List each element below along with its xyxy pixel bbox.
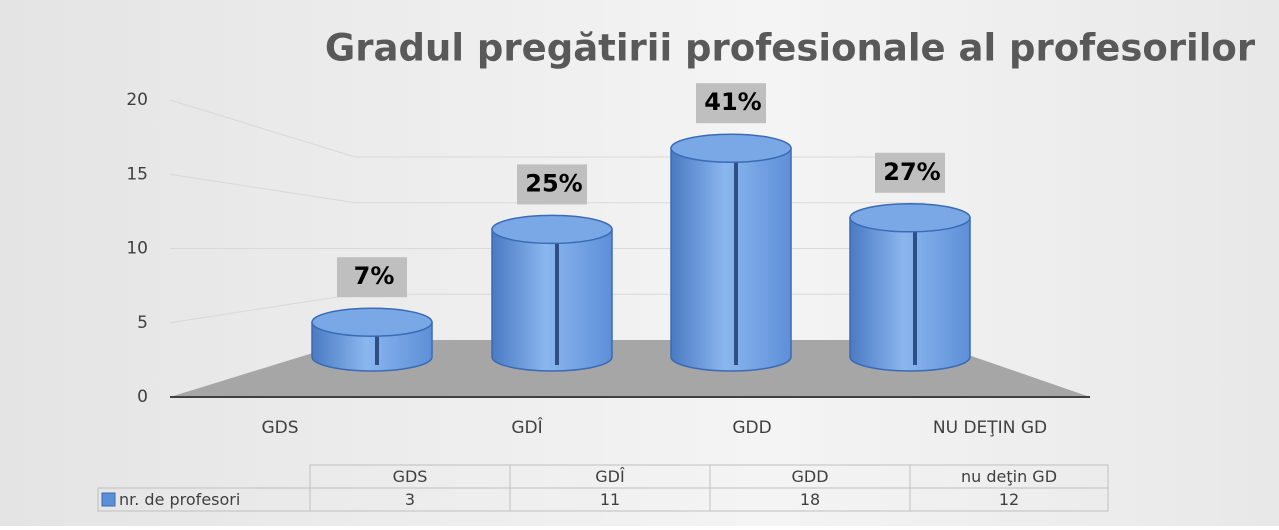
y-tick-label: 10 <box>126 239 148 259</box>
table-header: GDD <box>791 467 828 486</box>
bar <box>670 147 792 372</box>
table-value: 3 <box>405 490 415 509</box>
bar-inner-edge <box>555 229 559 365</box>
data-label-box <box>337 257 407 298</box>
data-label: 25% <box>525 169 582 197</box>
bar-inner-edge <box>913 217 917 365</box>
x-tick-label: GDÎ <box>511 416 543 438</box>
table-header: GDÎ <box>595 467 625 486</box>
table-label-border <box>97 487 311 512</box>
legend-key <box>101 492 116 507</box>
x-tick-label: NU DEŢIN GD <box>933 418 1047 438</box>
data-label: 7% <box>354 262 395 290</box>
bar-top <box>670 133 792 163</box>
bar <box>491 228 613 372</box>
x-tick-label: GDS <box>261 418 298 438</box>
table-value: 12 <box>999 490 1019 509</box>
bar-inner-edge <box>375 322 379 365</box>
bar-top <box>849 203 971 233</box>
data-label: 27% <box>883 158 940 186</box>
data-label-box <box>875 152 945 193</box>
table-header: GDS <box>393 467 428 486</box>
bar-inner-edge <box>734 148 738 365</box>
bar-top <box>311 307 433 337</box>
bar <box>849 217 971 372</box>
x-tick-label: GDD <box>732 418 771 438</box>
y-tick-label: 20 <box>126 90 148 110</box>
y-tick-label: 5 <box>137 313 148 333</box>
chart-title: Gradul pregătirii profesionale al profes… <box>325 27 1256 70</box>
data-label-box <box>517 164 587 205</box>
table-value: 18 <box>800 490 820 509</box>
bar-top <box>491 214 613 245</box>
table-header: nu deţin GD <box>961 467 1057 486</box>
data-label-box <box>696 83 766 124</box>
data-label: 41% <box>704 88 761 116</box>
legend-label: nr. de profesori <box>119 490 240 509</box>
y-tick-label: 0 <box>137 387 148 407</box>
y-tick-label: 15 <box>126 164 148 184</box>
table-value: 11 <box>600 490 620 509</box>
